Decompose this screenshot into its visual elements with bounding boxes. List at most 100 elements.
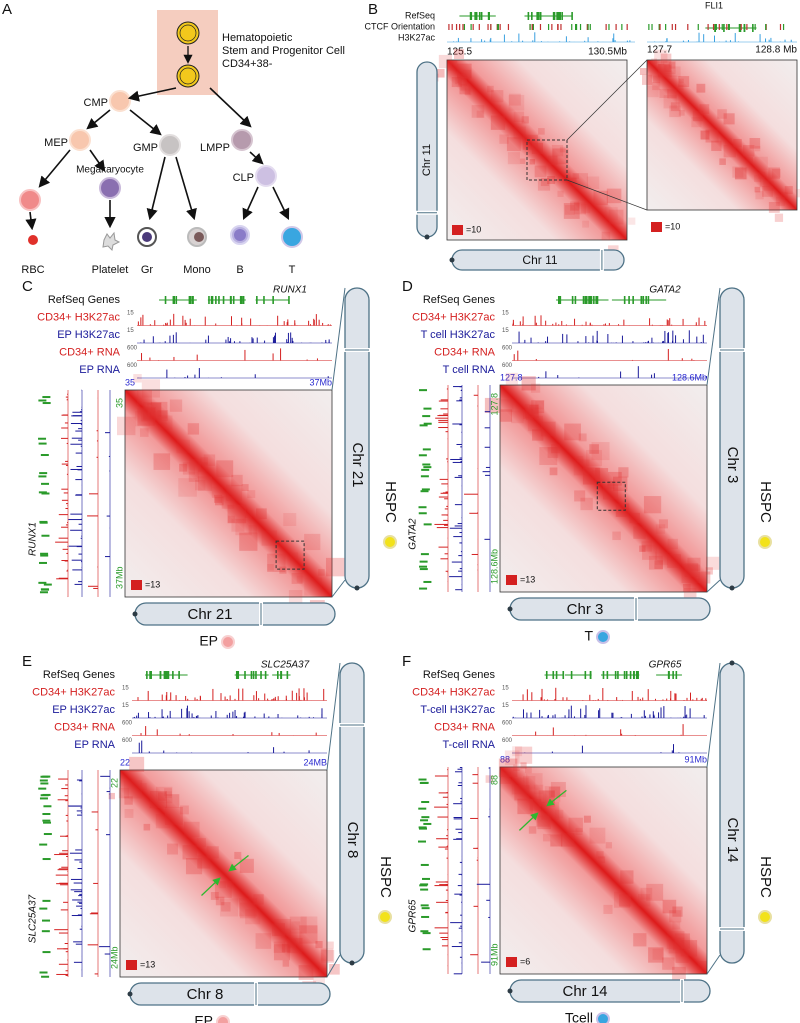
hic-speckle bbox=[273, 944, 290, 961]
hic-speckle bbox=[780, 192, 788, 200]
hic-speckle bbox=[454, 48, 465, 60]
ctcf bbox=[539, 24, 542, 30]
hic-speckle bbox=[235, 518, 252, 536]
track-scale: 15 bbox=[122, 686, 129, 692]
exon bbox=[470, 12, 473, 20]
exon bbox=[43, 805, 52, 808]
hic-speckle bbox=[768, 167, 780, 180]
ctcf bbox=[605, 24, 607, 30]
hic-speckle bbox=[568, 817, 583, 833]
hic-speckle bbox=[238, 898, 258, 917]
hic-speckle bbox=[654, 560, 664, 569]
panel-label: F bbox=[402, 653, 411, 670]
exon bbox=[422, 448, 431, 451]
ctcf bbox=[507, 24, 510, 30]
chromosome-label: Chr 11 bbox=[522, 253, 557, 267]
hic-speckle bbox=[678, 109, 685, 116]
exon bbox=[419, 389, 428, 392]
exon bbox=[647, 296, 650, 304]
track-label: T-cell RNA bbox=[442, 739, 495, 751]
arrow bbox=[25, 211, 37, 231]
scale-label: =10 bbox=[466, 224, 481, 234]
bracket bbox=[326, 662, 341, 771]
exon bbox=[420, 781, 429, 784]
hic-speckle bbox=[573, 459, 590, 476]
hic-speckle bbox=[647, 85, 659, 98]
hic-speckle bbox=[612, 476, 628, 492]
ctcf bbox=[626, 24, 628, 30]
track-scale: 15 bbox=[502, 328, 509, 334]
hic-speckle bbox=[651, 58, 657, 65]
track-scale: 15 bbox=[122, 703, 129, 709]
panel-label: A bbox=[2, 1, 12, 18]
node-label: CLP bbox=[233, 172, 254, 184]
hic-speckle bbox=[149, 790, 167, 809]
bracket bbox=[326, 954, 341, 978]
exon bbox=[280, 671, 282, 679]
ctcf bbox=[448, 24, 450, 30]
exon bbox=[42, 396, 51, 399]
exon bbox=[571, 12, 573, 20]
hic-speckle bbox=[239, 902, 256, 919]
hic-speckle bbox=[754, 174, 762, 183]
hic-speckle bbox=[457, 73, 467, 83]
hic-speckle bbox=[147, 402, 162, 417]
hic-speckle bbox=[517, 798, 533, 815]
hic-speckle bbox=[153, 410, 167, 425]
hic-speckle bbox=[290, 552, 299, 561]
hic-speckle bbox=[304, 577, 323, 596]
hic-speckle bbox=[564, 205, 575, 215]
hic-speckle bbox=[216, 460, 234, 478]
nucleus bbox=[234, 229, 246, 241]
scale-swatch bbox=[506, 957, 517, 967]
track-label: RefSeq Genes bbox=[48, 294, 121, 306]
hic-speckle bbox=[754, 156, 768, 171]
hic-speckle bbox=[549, 467, 558, 476]
x-range: 127.8 bbox=[500, 372, 523, 382]
cell-icon bbox=[378, 910, 392, 924]
hic-speckle bbox=[667, 538, 678, 550]
exon bbox=[633, 671, 635, 679]
hic-speckle bbox=[178, 478, 197, 497]
exon bbox=[422, 948, 431, 951]
hic-speckle bbox=[221, 902, 231, 912]
granule bbox=[142, 232, 152, 242]
hic-speckle bbox=[195, 479, 206, 491]
node-label: CMP bbox=[84, 97, 108, 109]
hic-speckle bbox=[227, 515, 235, 523]
hic-speckle bbox=[662, 61, 676, 74]
chromosome-end bbox=[127, 991, 133, 997]
track-label: CTCF Orientation bbox=[364, 21, 435, 31]
y-range: 35 bbox=[114, 398, 124, 408]
cell bbox=[231, 129, 253, 151]
exon bbox=[752, 24, 754, 32]
ctcf bbox=[712, 24, 715, 30]
hic-speckle bbox=[662, 957, 675, 970]
hic-speckle bbox=[680, 940, 698, 957]
ctcf bbox=[648, 24, 650, 30]
cell-label: T bbox=[584, 628, 593, 644]
cell-inner bbox=[179, 67, 197, 85]
hic-speckle bbox=[520, 762, 527, 769]
hic-speckle bbox=[499, 409, 513, 422]
arrow bbox=[209, 87, 252, 128]
hic-speckle bbox=[188, 471, 200, 482]
track-scale: 600 bbox=[122, 738, 133, 744]
ctcf bbox=[687, 24, 689, 30]
hic-speckle bbox=[514, 785, 530, 801]
hic-speckle bbox=[641, 541, 652, 552]
chromosome-label: Chr 21 bbox=[349, 442, 366, 487]
hic-speckle bbox=[508, 94, 525, 111]
hic-speckle bbox=[247, 490, 256, 499]
hic-speckle bbox=[591, 470, 601, 479]
hic-speckle bbox=[282, 960, 290, 967]
hic-speckle bbox=[700, 130, 710, 140]
exon bbox=[602, 671, 605, 679]
exon bbox=[43, 583, 52, 586]
cell-label: Gr bbox=[141, 264, 154, 276]
exon bbox=[545, 671, 548, 679]
ctcf bbox=[455, 24, 458, 30]
hic-speckle bbox=[640, 887, 653, 900]
hic-speckle bbox=[717, 109, 727, 119]
hic-speckle bbox=[628, 217, 636, 225]
